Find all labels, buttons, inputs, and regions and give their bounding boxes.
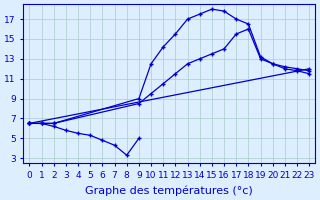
X-axis label: Graphe des températures (°c): Graphe des températures (°c) — [85, 185, 253, 196]
